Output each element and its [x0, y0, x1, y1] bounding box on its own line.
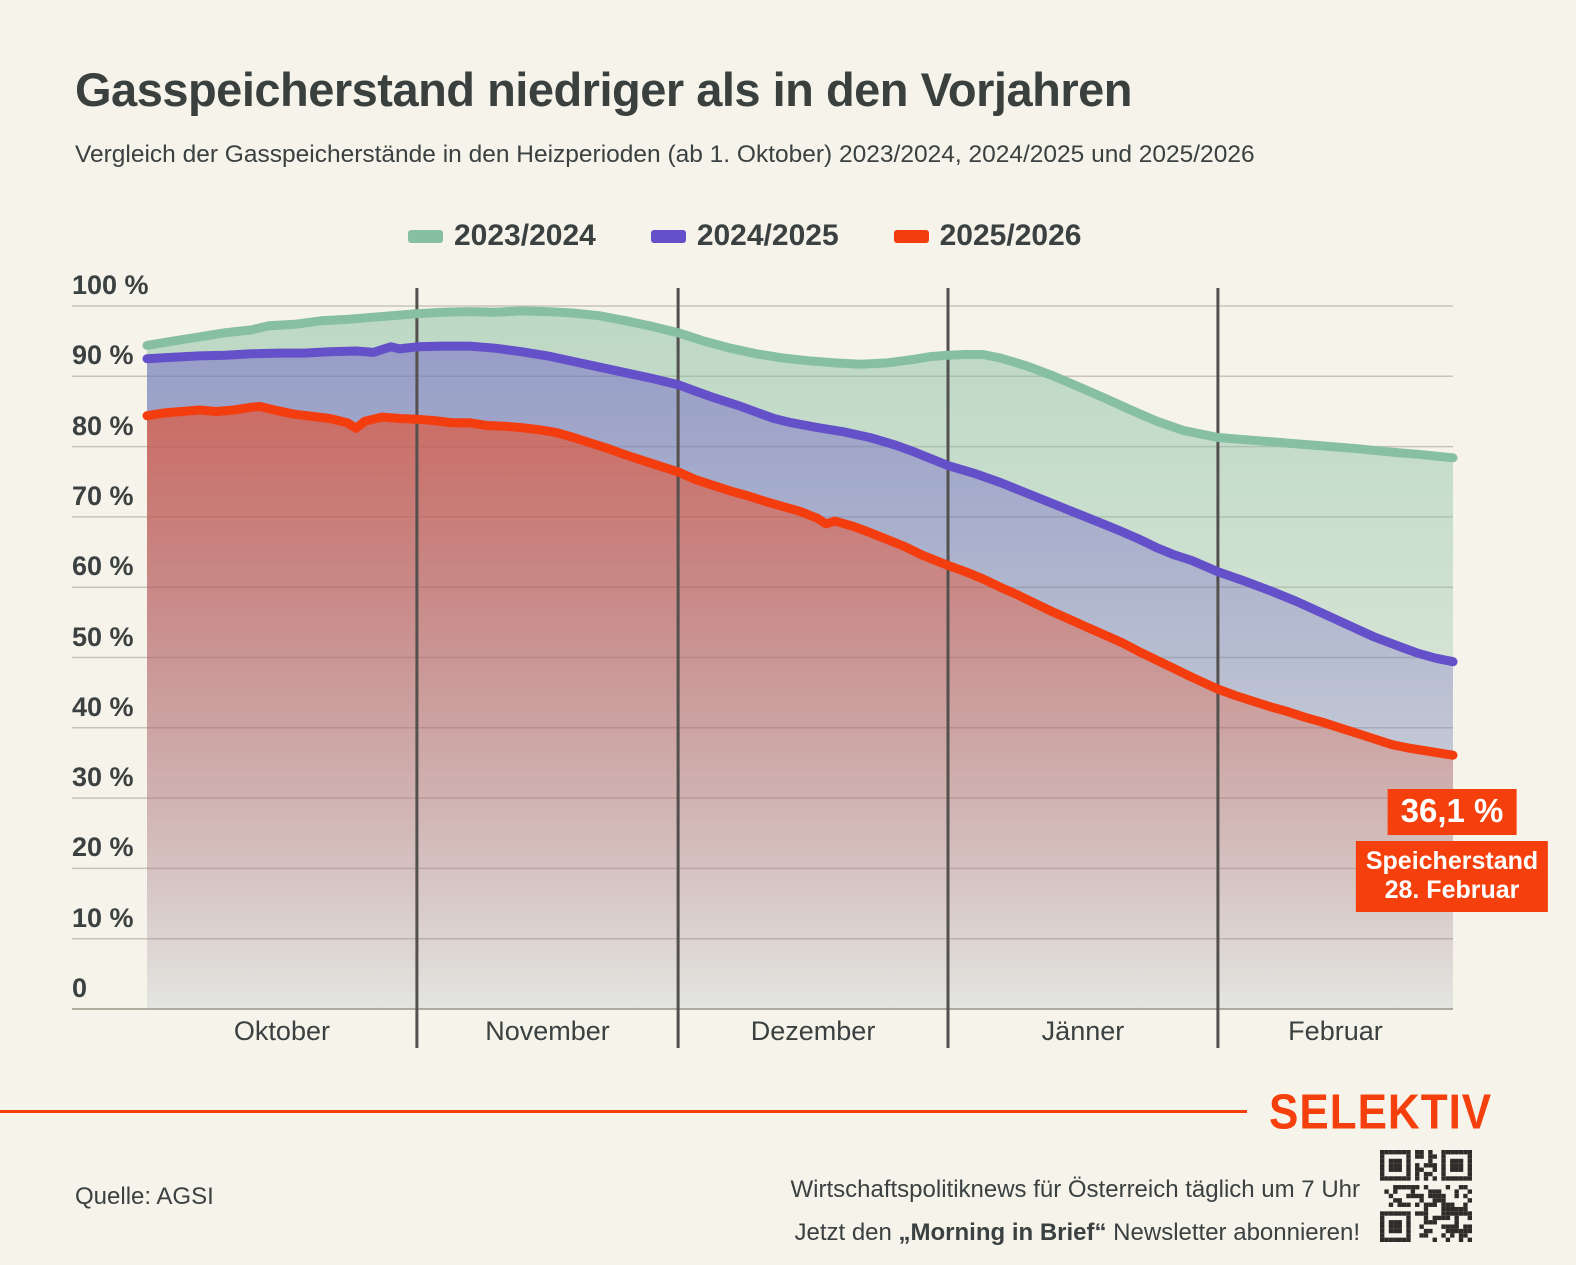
- annotation-caption-line2: 28. Februar: [1384, 876, 1520, 904]
- legend-item-2025-2026: 2025/2026: [893, 219, 1082, 253]
- month-label-dezember: Dezember: [750, 1016, 876, 1046]
- month-label-jänner: Jänner: [1041, 1016, 1125, 1046]
- page-title: Gasspeicherstand niedriger als in den Vo…: [75, 63, 1132, 116]
- footer-divider: [0, 1110, 1247, 1113]
- month-label-november: November: [485, 1016, 610, 1046]
- chart-legend: 2023/2024 2024/2025 2025/2026: [408, 219, 1081, 253]
- y-axis-label-60: 60 %: [72, 551, 134, 582]
- legend-label: 2024/2025: [696, 219, 839, 252]
- y-axis-label-10: 10 %: [72, 902, 134, 933]
- legend-item-2024-2025: 2024/2025: [650, 219, 839, 253]
- y-axis-label-20: 20 %: [72, 832, 134, 863]
- y-axis-label-40: 40 %: [72, 691, 134, 722]
- y-axis-label-50: 50 %: [72, 621, 134, 652]
- y-axis-label-90: 90 %: [72, 340, 134, 371]
- legend-label: 2025/2026: [939, 219, 1082, 252]
- month-label-oktober: Oktober: [233, 1016, 330, 1046]
- month-label-februar: Februar: [1288, 1016, 1383, 1046]
- series-line-2024/2025: [142, 341, 1458, 667]
- series-line-2025/2026: [142, 402, 1458, 760]
- legend-swatch-red: [893, 229, 929, 243]
- legend-swatch-green: [408, 229, 443, 243]
- qr-code: [1380, 1150, 1472, 1242]
- legend-item-2023-2024: 2023/2024: [408, 219, 596, 253]
- annotation-current-value: 36,1 %: [1387, 789, 1517, 835]
- brand-logo: SELEKTIV: [1269, 1085, 1493, 1140]
- y-axis-label-100: 100 %: [72, 270, 149, 300]
- legend-label: 2023/2024: [454, 219, 596, 252]
- y-axis-label-80: 80 %: [72, 410, 134, 441]
- series-line-2023/2024: [142, 306, 1458, 463]
- y-axis-label-70: 70 %: [72, 480, 134, 511]
- annotation-caption-line1: Speicherstand: [1365, 847, 1539, 875]
- newsletter-line1: Wirtschaftspolitiknews für Österreich tä…: [790, 1176, 1360, 1203]
- page-subtitle: Vergleich der Gasspeicherstände in den H…: [75, 141, 1255, 168]
- y-axis-label-30: 30 %: [72, 762, 134, 793]
- source-note: Quelle: AGSI: [75, 1183, 214, 1210]
- newsletter-promo: Wirtschaftspolitiknews für Österreich tä…: [790, 1168, 1360, 1254]
- y-axis-label-0: 0: [72, 973, 88, 1003]
- area-fill-2025/2026: [147, 406, 1453, 1009]
- legend-swatch-purple: [650, 229, 686, 243]
- annotation-caption: Speicherstand 28. Februar: [1355, 841, 1549, 912]
- newsletter-line2: Jetzt den „Morning in Brief“ Newsletter …: [794, 1219, 1360, 1246]
